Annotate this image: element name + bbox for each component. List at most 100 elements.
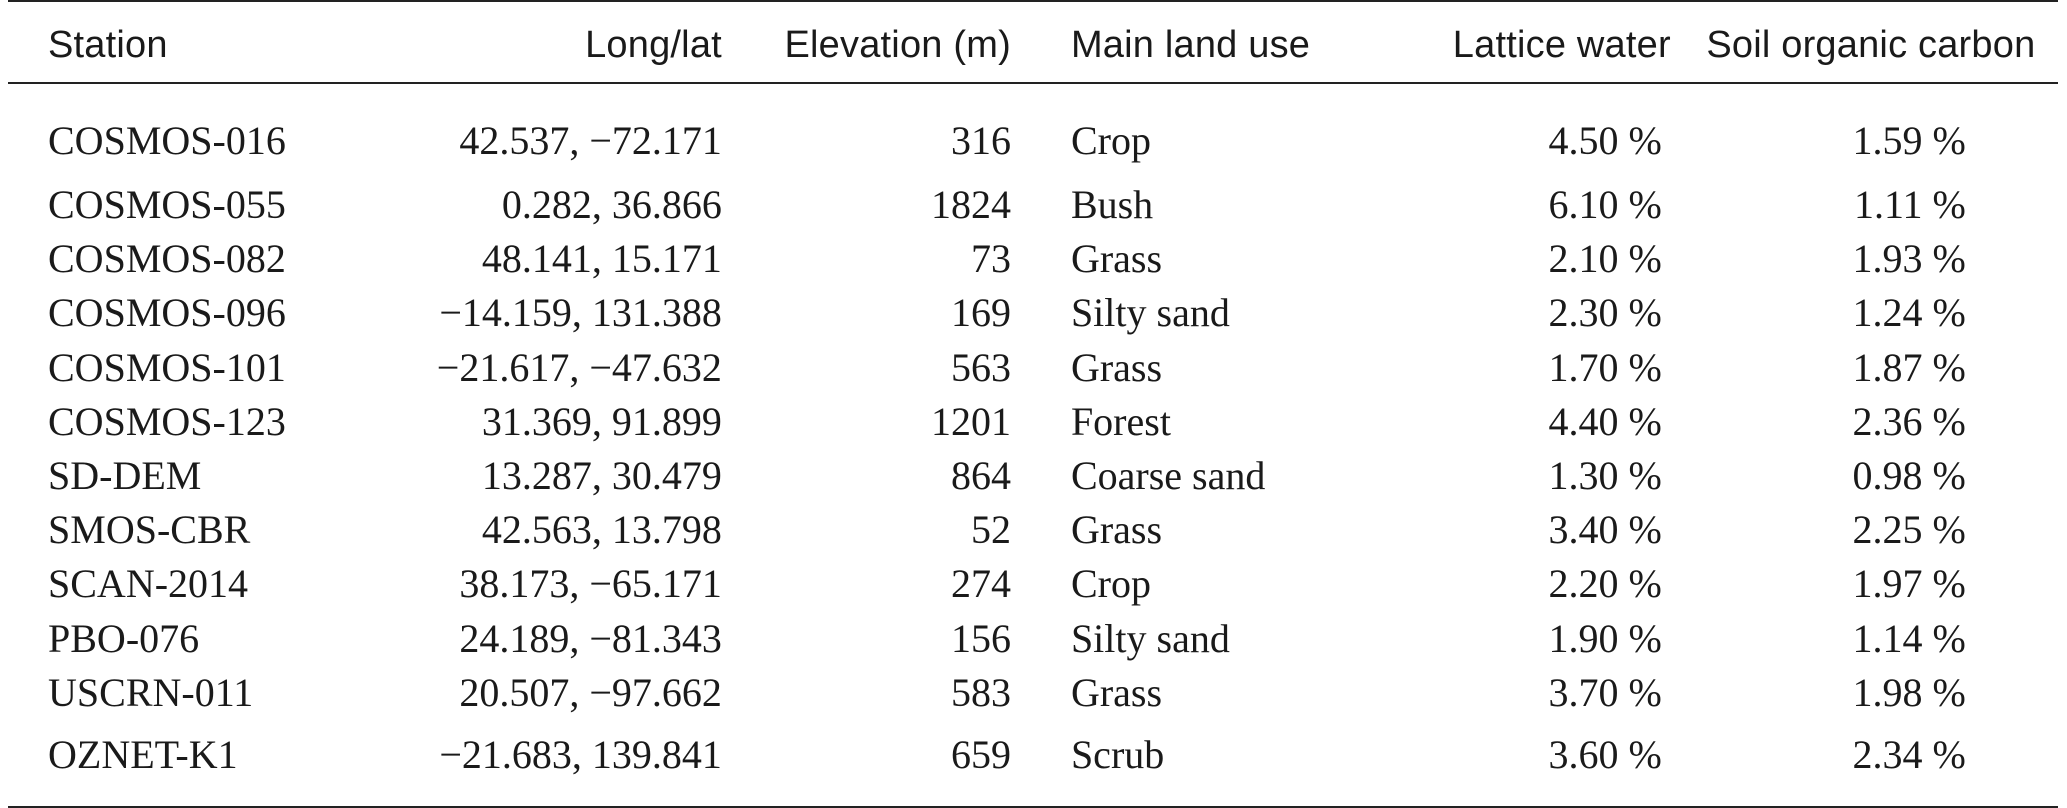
cell-station: COSMOS-082 [48,236,286,282]
cell-land-use: Forest [1070,398,1171,444]
cell-soil-organic-carbon: 1.11 % [1684,178,2058,232]
cell-land-use: Coarse sand [1070,453,1266,499]
table-row: OZNET-K1 −21.683, 139.841 659 Scrub 3.60 % 2.… [8,719,2058,808]
table-body: COSMOS-016 42.537, −72.171 316 Crop 4.50 % 1.… [8,83,2058,808]
cell-longlat: 42.563, 13.798 [481,507,722,553]
cell-elevation: 316 [950,118,1011,163]
cell-elevation: 274 [950,561,1011,607]
cell-lattice-water: 4.50 % [1440,83,1684,178]
cell-soil-organic-carbon-value: 1.24 % [1852,290,1966,336]
cell-longlat: −21.617, −47.632 [436,344,722,390]
cell-lattice-water: 3.40 % [1440,503,1684,557]
cell-longlat: −21.683, 139.841 [364,719,722,808]
cell-soil-organic-carbon: 2.36 % [1684,395,2058,449]
header-elevation: Elevation (m) [721,0,1011,84]
cell-station: COSMOS-123 [48,398,286,444]
header-longlat: Long/lat [364,0,722,84]
cell-station: COSMOS-055 [48,182,286,228]
cell-elevation: 1201 [930,398,1011,444]
cell-soil-organic-carbon: 1.59 % [1684,83,2058,178]
header-soil-organic-carbon: Soil organic carbon [1683,0,2058,84]
cell-soil-organic-carbon: 1.14 % [1684,612,2058,666]
cell-station: SMOS-CBR [48,507,251,553]
cell-elevation: 73 [970,236,1011,282]
cell-station: USCRN-011 [48,669,254,715]
cell-longlat: −14.159, 131.388 [439,290,722,336]
cell-longlat: 13.287, 30.479 [481,453,722,499]
cell-longlat: 24.189, −81.343 [459,615,722,661]
cell-elevation: 563 [950,344,1011,390]
cell-lattice-water: 2.10 % [1440,232,1684,286]
table-row: COSMOS-123 31.369, 91.899 1201 Forest 4.40 %… [8,395,2058,449]
cell-station: COSMOS-016 [48,118,286,163]
header-land-use: Main land use [1010,0,1440,84]
station-table: Station Long/lat Elevation (m) Main land… [8,0,2058,808]
header-lattice-water: Lattice water [1439,0,1684,84]
cell-longlat: 31.369, 91.899 [481,398,722,444]
cell-soil-organic-carbon-value: 1.87 % [1852,344,1966,390]
cell-land-use: Silty sand [1070,615,1230,661]
cell-land-use: Crop [1070,118,1151,163]
cell-land-use: Bush [1070,182,1154,228]
cell-soil-organic-carbon-value: 1.97 % [1852,561,1966,607]
cell-land-use: Silty sand [1070,290,1230,336]
table-header: Station Long/lat Elevation (m) Main land… [8,0,2058,84]
cell-longlat: 20.507, −97.662 [459,669,722,715]
cell-land-use: Grass [1070,669,1163,715]
cell-lattice-water: 1.70 % [1440,341,1684,395]
cell-soil-organic-carbon-value: 1.14 % [1852,615,1966,661]
cell-elevation: 156 [950,615,1011,661]
cell-elevation: 1824 [930,182,1011,228]
cell-lattice-water-value: 2.10 % [1548,236,1662,282]
cell-land-use: Grass [1070,344,1163,390]
header-row: Station Long/lat Elevation (m) Main land… [8,0,2058,84]
cell-lattice-water: 3.60 % [1439,719,1684,808]
cell-soil-organic-carbon: 0.98 % [1684,449,2058,503]
cell-lattice-water-value: 4.50 % [1548,118,1662,163]
cell-soil-organic-carbon-value: 2.25 % [1852,507,1966,553]
table-row: PBO-076 24.189, −81.343 156 Silty sand 1.90 … [8,612,2058,666]
cell-lattice-water: 1.30 % [1440,449,1684,503]
cell-soil-organic-carbon-value: 0.98 % [1852,453,1966,499]
cell-soil-organic-carbon-value: 2.34 % [1852,731,1966,777]
cell-lattice-water: 3.70 % [1440,666,1684,720]
cell-station: PBO-076 [48,615,200,661]
cell-station: SCAN-2014 [48,561,249,607]
cell-soil-organic-carbon: 1.24 % [1684,286,2058,340]
cell-land-use: Scrub [1010,719,1440,808]
cell-soil-organic-carbon-value: 1.98 % [1852,669,1966,715]
cell-lattice-water-value: 3.70 % [1548,669,1662,715]
cell-land-use: Grass [1070,507,1163,553]
cell-lattice-water-value: 2.20 % [1548,561,1662,607]
cell-soil-organic-carbon-value: 1.59 % [1852,118,1966,163]
cell-lattice-water: 2.20 % [1440,557,1684,611]
table-row: SMOS-CBR 42.563, 13.798 52 Grass 3.40 % 2.25 … [8,503,2058,557]
cell-elevation: 52 [970,507,1011,553]
cell-longlat: 38.173, −65.171 [459,561,722,607]
cell-elevation: 583 [950,669,1011,715]
cell-longlat: 48.141, 15.171 [481,236,722,282]
cell-lattice-water: 6.10 % [1440,178,1684,232]
table-row: COSMOS-096 −14.159, 131.388 169 Silty sand 2… [8,286,2058,340]
cell-elevation: 169 [950,290,1011,336]
cell-station: SD-DEM [48,453,202,499]
cell-land-use: Crop [1070,561,1151,607]
table-row: COSMOS-101 −21.617, −47.632 563 Grass 1.70 %… [8,341,2058,395]
cell-elevation: 659 [721,719,1011,808]
header-station: Station [8,0,365,84]
cell-lattice-water-value: 2.30 % [1548,290,1662,336]
cell-station: COSMOS-096 [48,290,286,336]
cell-soil-organic-carbon-value: 1.93 % [1852,236,1966,282]
table-row: SD-DEM 13.287, 30.479 864 Coarse sand 1.30 %… [8,449,2058,503]
cell-station: COSMOS-101 [48,344,286,390]
table-row: USCRN-011 20.507, −97.662 583 Grass 3.70 % 1.… [8,666,2058,720]
cell-soil-organic-carbon-value: 1.11 % [1854,182,1966,228]
cell-lattice-water: 4.40 % [1440,395,1684,449]
cell-elevation: 864 [950,453,1011,499]
cell-soil-organic-carbon-value: 2.36 % [1852,398,1966,444]
cell-lattice-water: 2.30 % [1440,286,1684,340]
cell-lattice-water-value: 1.30 % [1548,453,1662,499]
table-row: COSMOS-082 48.141, 15.171 73 Grass 2.10 % 1.9… [8,232,2058,286]
cell-lattice-water: 1.90 % [1440,612,1684,666]
cell-station: OZNET-K1 [8,719,365,808]
